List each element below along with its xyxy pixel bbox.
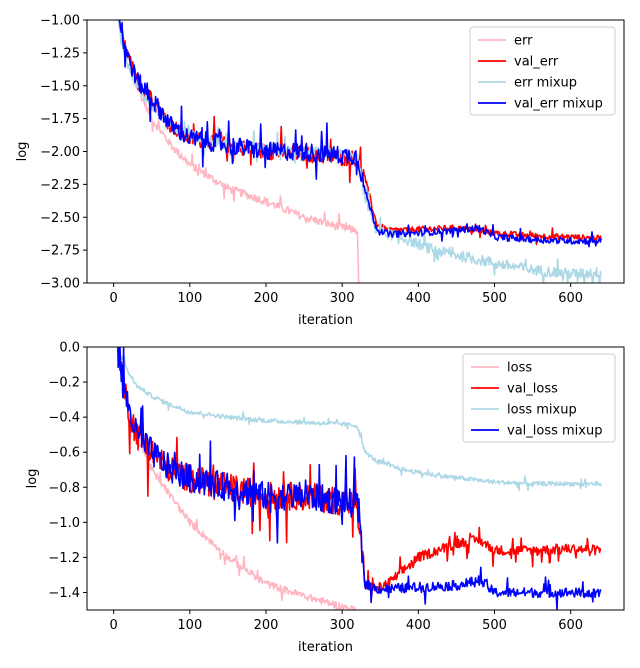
y-tick-label: −0.6 [48,446,80,461]
x-tick-label: 200 [254,291,279,306]
y-tick-label: −2.25 [40,178,80,193]
x-tick-label: 400 [406,291,431,306]
series-line-val-loss [117,347,602,596]
x-tick-label: 500 [482,291,507,306]
legend-label: err [514,34,533,49]
y-tick-label: −0.8 [48,481,80,496]
legend-label: val_loss [507,382,558,397]
series-line-loss-mixup [116,347,602,492]
y-tick-label: −0.4 [48,411,80,426]
legend-label: loss mixup [507,403,577,418]
x-tick-label: 0 [110,618,118,633]
y-tick-label: −1.50 [40,79,80,94]
y-axis-label: log [15,142,30,162]
x-tick-label: 600 [558,291,583,306]
series-group [116,347,602,610]
y-tick-label: −2.75 [40,244,80,259]
y-tick-label: −1.0 [48,516,80,531]
y-tick-label: −0.2 [48,376,80,391]
x-axis-label: iteration [298,640,353,655]
y-tick-label: −1.00 [40,14,80,29]
series-group [117,20,602,283]
y-tick-label: −1.25 [40,46,80,61]
series-line-loss [117,347,357,610]
legend-label: val_loss mixup [507,424,602,439]
x-tick-label: 200 [254,618,279,633]
x-tick-label: 500 [482,618,507,633]
legend-label: loss [507,361,532,376]
y-axis-label: log [25,469,40,489]
y-tick-label: −1.4 [48,586,80,601]
legend-label: val_err [514,55,559,70]
y-tick-label: −1.75 [40,112,80,127]
x-tick-label: 400 [406,618,431,633]
subplot-1: 0 100 200 300 400 500 600 −3.00 −2.75 −2.50 −2.25 −… [15,14,625,328]
series-line-val-err-mixup [118,20,602,248]
series-line-err [117,20,360,283]
x-tick-label: 600 [558,618,583,633]
y-tick-label: −2.50 [40,211,80,226]
legend-label: val_err mixup [514,97,603,112]
axes-frame [86,346,625,611]
subplot-2: 0 100 200 300 400 500 600 −1.4 −1.2 −1.0 −0.8 −0.6 −… [25,341,625,655]
x-tick-label: 100 [177,291,202,306]
y-tick-label: 0.0 [59,341,80,356]
x-axis-label: iteration [298,313,353,328]
series-line-val-loss-mixup [117,347,602,610]
x-tick-label: 0 [110,291,118,306]
legend-label: err mixup [514,76,577,91]
x-tick-label: 100 [177,618,202,633]
y-tick-label: −1.2 [48,551,80,566]
y-tick-label: −3.00 [40,277,80,292]
legend-box [469,26,616,116]
y-tick-label: −2.00 [40,145,80,160]
legend-box [462,353,616,443]
x-tick-label: 300 [330,291,355,306]
x-tick-label: 300 [330,618,355,633]
